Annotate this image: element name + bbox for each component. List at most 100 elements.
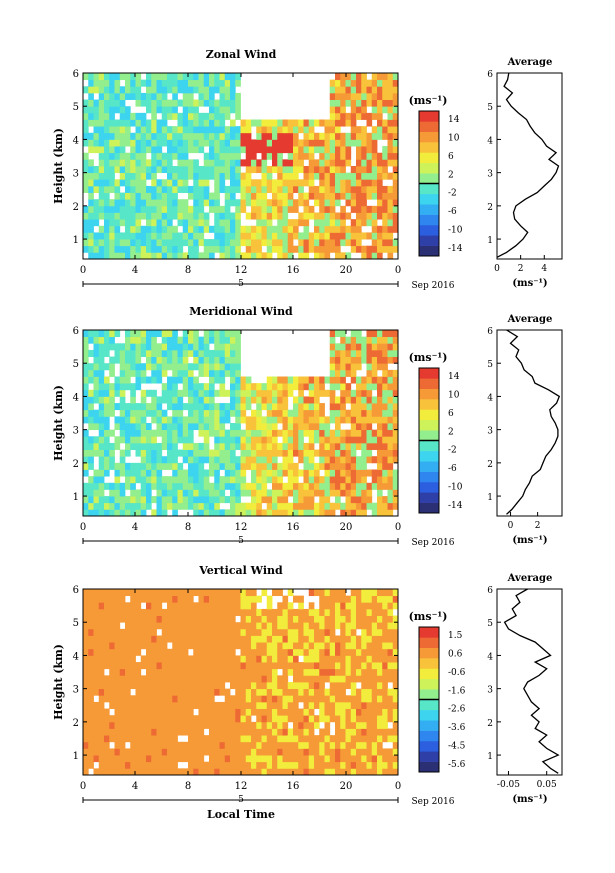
- heatmap-cell: [256, 496, 262, 504]
- heatmap-cell: [193, 768, 199, 776]
- heatmap-cell: [377, 239, 383, 247]
- heatmap-cell: [83, 668, 89, 676]
- heatmap-cell: [182, 112, 189, 120]
- heatmap-cell: [298, 219, 304, 227]
- heatmap-cell: [167, 252, 173, 260]
- heatmap-cell: [198, 502, 205, 510]
- heatmap-cell: [314, 628, 320, 636]
- heatmap-cell: [135, 225, 142, 233]
- heatmap-cell: [361, 436, 367, 444]
- heatmap-cell: [392, 429, 399, 437]
- heatmap-cell: [319, 768, 325, 776]
- heatmap-cell: [214, 675, 220, 683]
- heatmap-cell: [282, 695, 289, 703]
- heatmap-cell: [350, 166, 357, 174]
- heatmap-cell: [261, 642, 268, 650]
- heatmap-cell: [182, 668, 189, 676]
- heatmap-cell: [240, 436, 247, 444]
- heatmap-cell: [109, 73, 115, 81]
- heatmap-cell: [114, 349, 121, 357]
- heatmap-cell: [272, 675, 278, 683]
- heatmap-cell: [329, 179, 336, 187]
- heatmap-cell: [319, 615, 325, 623]
- heatmap-cell: [140, 695, 147, 703]
- heatmap-cell: [151, 695, 157, 703]
- heatmap-cell: [319, 602, 325, 610]
- heatmap-cell: [172, 662, 178, 670]
- heatmap-cell: [251, 239, 257, 247]
- heatmap-cell: [109, 449, 115, 457]
- heatmap-cell: [272, 695, 278, 703]
- heatmap-cell: [188, 595, 194, 603]
- heatmap-cell: [251, 728, 257, 736]
- heatmap-cell: [345, 642, 352, 650]
- heatmap-cell: [172, 502, 178, 510]
- heatmap-cell: [282, 409, 289, 417]
- heatmap-cell: [287, 423, 294, 431]
- heatmap-cell: [188, 655, 194, 663]
- heatmap-cell: [345, 343, 352, 351]
- heatmap-cell: [361, 701, 367, 709]
- heatmap-cell: [287, 476, 294, 484]
- heatmap-cell: [366, 356, 373, 364]
- heatmap-cell: [119, 132, 126, 140]
- heatmap-cell: [172, 622, 178, 630]
- heatmap-cell: [272, 708, 278, 716]
- heatmap-cell: [156, 655, 163, 663]
- heatmap-cell: [392, 403, 399, 411]
- heatmap-cell: [335, 721, 341, 729]
- heatmap-cell: [251, 212, 257, 220]
- heatmap-cell: [93, 349, 100, 357]
- heatmap-cell: [177, 688, 184, 696]
- heatmap-cell: [350, 728, 357, 736]
- heatmap-cell: [319, 205, 325, 213]
- heatmap-cell: [114, 330, 121, 338]
- heatmap-cell: [114, 225, 121, 233]
- heatmap-cell: [203, 761, 210, 769]
- heatmap-cell: [209, 423, 215, 431]
- heatmap-cell: [114, 159, 121, 167]
- heatmap-cell: [188, 701, 194, 709]
- heatmap-cell: [172, 642, 178, 650]
- heatmap-cell: [135, 741, 142, 749]
- heatmap-cell: [146, 423, 152, 431]
- heatmap-cell: [182, 356, 189, 364]
- heatmap-cell: [377, 409, 383, 417]
- heatmap-cell: [303, 662, 310, 670]
- heatmap-cell: [151, 608, 157, 616]
- heatmap-cell: [151, 768, 157, 776]
- heatmap-cell: [282, 389, 289, 397]
- heatmap-cell: [314, 761, 320, 769]
- heatmap-cell: [382, 642, 388, 650]
- heatmap-cell: [266, 179, 273, 187]
- heatmap-cell: [214, 146, 220, 154]
- heatmap-cell: [293, 768, 299, 776]
- heatmap-cell: [172, 429, 178, 437]
- heatmap-cell: [125, 615, 131, 623]
- heatmap-cell: [382, 668, 388, 676]
- heatmap-cell: [251, 476, 257, 484]
- heatmap-cell: [214, 349, 220, 357]
- heatmap-cell: [298, 509, 304, 517]
- heatmap-cell: [182, 383, 189, 391]
- heatmap-cell: [188, 166, 194, 174]
- heatmap-cell: [172, 126, 178, 134]
- heatmap-cell: [214, 728, 220, 736]
- heatmap-cell: [93, 205, 100, 213]
- heatmap-cell: [345, 469, 352, 477]
- heatmap-cell: [282, 462, 289, 470]
- heatmap-cell: [366, 608, 373, 616]
- heatmap-cell: [366, 330, 373, 338]
- heatmap-cell: [371, 622, 378, 630]
- heatmap-cell: [219, 152, 226, 160]
- heatmap-cell: [235, 595, 241, 603]
- heatmap-cell: [230, 330, 236, 338]
- heatmap-cell: [214, 225, 220, 233]
- heatmap-cell: [135, 409, 142, 417]
- heatmap-cell: [350, 695, 357, 703]
- heatmap-cell: [230, 755, 236, 763]
- heatmap-cell: [203, 476, 210, 484]
- heatmap-cell: [387, 369, 394, 377]
- heatmap-cell: [119, 205, 126, 213]
- heatmap-cell: [366, 688, 373, 696]
